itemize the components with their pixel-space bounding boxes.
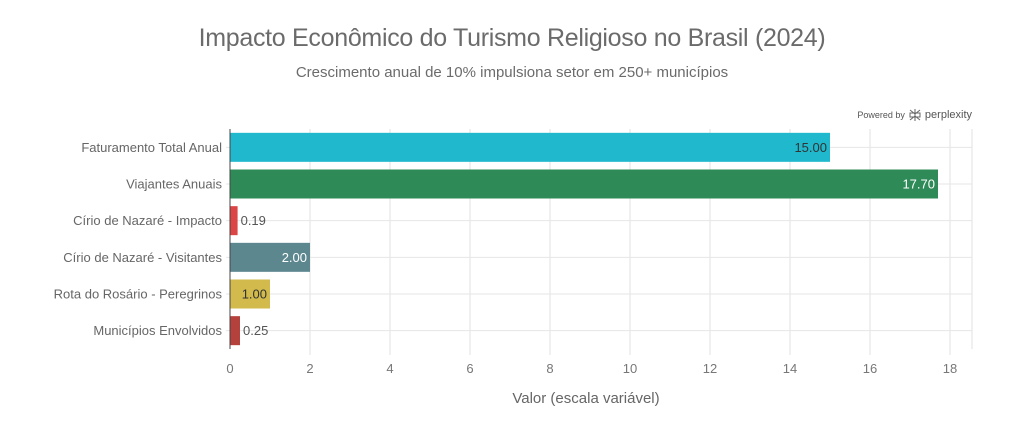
y-tick-label: Círio de Nazaré - Impacto bbox=[73, 213, 222, 228]
data-label: 0.25 bbox=[243, 323, 268, 338]
data-label: 1.00 bbox=[242, 287, 267, 302]
y-axis-labels: Faturamento Total Anual Viajantes Anuais C… bbox=[54, 140, 223, 338]
bar bbox=[230, 169, 938, 199]
bars: 15.00 17.70 0.19 2.00 1.00 0.25 bbox=[230, 132, 938, 346]
y-tick-label: Municípios Envolvidos bbox=[93, 323, 222, 338]
perplexity-logo-icon bbox=[909, 109, 921, 121]
x-tick-label: 16 bbox=[863, 361, 877, 376]
data-label: 15.00 bbox=[794, 140, 827, 155]
x-tick-label: 14 bbox=[783, 361, 797, 376]
bar bbox=[230, 316, 240, 346]
data-label: 17.70 bbox=[902, 177, 935, 192]
gridlines bbox=[226, 129, 973, 355]
x-tick-label: 10 bbox=[623, 361, 637, 376]
bar bbox=[230, 206, 238, 236]
y-tick-label: Viajantes Anuais bbox=[126, 177, 222, 192]
x-tick-label: 4 bbox=[386, 361, 393, 376]
x-tick-label: 18 bbox=[943, 361, 957, 376]
bar bbox=[230, 279, 270, 309]
x-tick-label: 2 bbox=[306, 361, 313, 376]
powered-by-text: Powered by bbox=[857, 110, 905, 120]
perplexity-brand: perplexity bbox=[924, 109, 972, 121]
chart-subtitle: Crescimento anual de 10% impulsiona seto… bbox=[295, 64, 729, 81]
bar bbox=[230, 132, 830, 162]
powered-by-watermark: Powered by perplexity bbox=[857, 108, 972, 122]
data-label: 0.19 bbox=[241, 213, 266, 228]
y-tick-label: Rota do Rosário - Peregrinos bbox=[54, 287, 223, 302]
x-axis-title: Valor (escala variável) bbox=[512, 390, 659, 407]
x-tick-label: 0 bbox=[226, 361, 233, 376]
y-tick-label: Círio de Nazaré - Visitantes bbox=[63, 250, 222, 265]
data-label: 2.00 bbox=[282, 250, 307, 265]
chart-title: Impacto Econômico do Turismo Religioso n… bbox=[198, 24, 826, 52]
x-tick-label: 6 bbox=[466, 361, 473, 376]
bar bbox=[230, 242, 310, 272]
x-axis-ticks: 0 2 4 6 8 10 12 14 16 18 bbox=[226, 361, 957, 376]
y-tick-label: Faturamento Total Anual bbox=[81, 140, 222, 155]
x-tick-label: 12 bbox=[703, 361, 717, 376]
x-tick-label: 8 bbox=[546, 361, 553, 376]
